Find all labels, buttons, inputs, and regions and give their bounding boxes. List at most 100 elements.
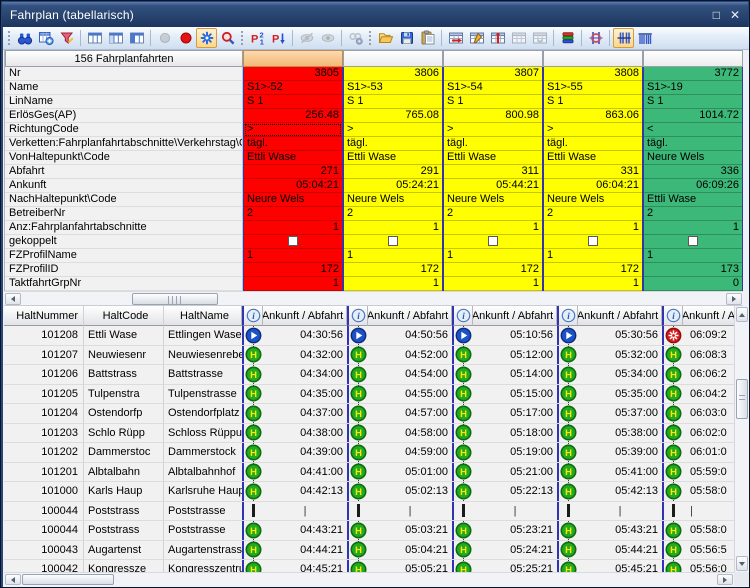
attribute-value-cell[interactable]: 2 <box>244 207 342 221</box>
time-cell[interactable]: 06:01:0 <box>690 446 727 459</box>
attribute-value-cell[interactable]: S 1 <box>344 95 442 109</box>
lower-scroll-down-button[interactable] <box>736 556 748 571</box>
time-cell[interactable]: 04:37:00 <box>300 407 343 420</box>
stop-cell[interactable]: Karlsruhe Hauptba <box>168 485 242 498</box>
time-cell[interactable]: 05:56:0 <box>690 563 727 572</box>
stop-cell[interactable]: Dammerstoc <box>84 443 164 462</box>
attribute-value-cell[interactable]: S1>-52 <box>244 81 342 95</box>
time-cell[interactable]: 05:14:00 <box>510 368 553 381</box>
stop-cell[interactable]: Battstrass <box>84 365 164 384</box>
attribute-value-cell[interactable]: 863.06 <box>544 109 642 123</box>
lower-v-scroll-thumb[interactable] <box>736 379 748 419</box>
toolbar-button-find-binoculars[interactable] <box>14 28 35 48</box>
trip-column-header-selected[interactable] <box>243 50 343 67</box>
attribute-value-cell[interactable]: S 1 <box>644 95 742 109</box>
toolbar-button-eye-slash[interactable] <box>296 28 317 48</box>
stop-cell[interactable]: Karls Haup <box>84 482 164 501</box>
attribute-value-cell[interactable]: Ettli Wase <box>544 151 642 165</box>
attribute-label[interactable]: Nr <box>5 67 243 81</box>
gekoppelt-checkbox[interactable] <box>488 236 498 246</box>
stop-cell[interactable]: 100042 <box>4 560 84 572</box>
toolbar-button-layers-rgb[interactable] <box>557 28 578 48</box>
stop-cell[interactable]: 101204 <box>4 404 84 423</box>
pass-through-time-cell[interactable]: | <box>690 504 693 517</box>
toolbar-button-save-floppy[interactable] <box>396 28 417 48</box>
stop-cell[interactable]: Neuwiesenr <box>84 345 164 364</box>
gekoppelt-checkbox[interactable] <box>288 236 298 246</box>
stop-cell[interactable]: Ettlingen Wasen <box>168 329 242 342</box>
time-cell[interactable]: 05:34:00 <box>615 368 658 381</box>
time-cell[interactable]: 05:17:00 <box>510 407 553 420</box>
attribute-label[interactable]: TaktfahrtGrpNr <box>5 277 243 291</box>
stop-cell[interactable]: 101206 <box>4 365 84 384</box>
trip-column-header[interactable] <box>343 50 443 67</box>
attribute-value-cell[interactable]: 173 <box>644 263 742 277</box>
attribute-value-cell[interactable]: 311 <box>444 165 542 179</box>
attribute-value-cell[interactable]: Ettli Wase <box>344 151 442 165</box>
column-header-ankunft-abfahrt-3[interactable]: Ankunft / Abfahrt <box>473 306 557 326</box>
attribute-value-cell[interactable]: 1 <box>444 277 542 291</box>
attribute-value-cell[interactable]: 172 <box>244 263 342 277</box>
stop-cell[interactable]: Ostendorfp <box>84 404 164 423</box>
attribute-value-cell[interactable] <box>544 235 642 249</box>
time-cell[interactable]: 05:45:21 <box>615 563 658 572</box>
time-cell[interactable]: 04:54:00 <box>405 368 448 381</box>
stop-cell[interactable]: Poststrasse <box>168 504 226 517</box>
column-header-ankunft-abfahrt-2[interactable]: Ankunft / Abfahrt <box>368 306 452 326</box>
attribute-label[interactable]: Verketten:Fahrplanfahrtabschnitte\Verkeh… <box>5 137 243 151</box>
info-icon[interactable]: i <box>452 306 473 326</box>
toolbar-button-timetable-mark[interactable] <box>487 28 508 48</box>
attribute-value-cell[interactable]: 2 <box>344 207 442 221</box>
stop-cell[interactable]: Albtalbahnhof <box>168 465 236 478</box>
toolbar-button-marker-gray-circle[interactable] <box>154 28 175 48</box>
time-cell[interactable]: 05:59:0 <box>690 465 727 478</box>
attribute-value-cell[interactable]: 1 <box>544 221 642 235</box>
attribute-value-cell[interactable]: Neure Wels <box>344 193 442 207</box>
attribute-value-cell[interactable]: 2 <box>544 207 642 221</box>
stop-cell[interactable]: 100044 <box>4 501 84 520</box>
attribute-label[interactable]: Anz:Fahrplanfahrtabschnitte <box>5 221 243 235</box>
column-header-ankunft-abfahrt-1[interactable]: Ankunft / Abfahrt <box>263 306 347 326</box>
info-icon[interactable]: i <box>347 306 368 326</box>
time-cell[interactable]: 05:10:56 <box>510 329 553 342</box>
attribute-value-cell[interactable]: tägl. <box>344 137 442 151</box>
attribute-value-cell[interactable]: 1 <box>244 221 342 235</box>
attribute-value-cell[interactable]: 1 <box>344 221 442 235</box>
stop-cell[interactable]: Ostendorfplatz <box>168 407 240 420</box>
attribute-value-cell[interactable]: 1 <box>244 249 342 263</box>
time-cell[interactable]: 04:38:00 <box>300 426 343 439</box>
column-header-ankunft-abfahrt-4[interactable]: Ankunft / Abfahrt <box>578 306 662 326</box>
toolbar-button-filter-funnel[interactable] <box>56 28 77 48</box>
lower-scroll-right-button[interactable] <box>717 574 733 585</box>
time-cell[interactable]: 04:39:00 <box>300 446 343 459</box>
stop-cell[interactable]: 101203 <box>4 423 84 442</box>
attribute-value-cell[interactable]: Neure Wels <box>544 193 642 207</box>
time-cell[interactable]: 05:58:0 <box>690 485 727 498</box>
attribute-label[interactable]: Name <box>5 81 243 95</box>
stop-cell[interactable]: Poststrasse <box>168 524 226 537</box>
info-icon[interactable]: i <box>242 306 263 326</box>
pass-through-time-cell[interactable]: | <box>408 504 412 517</box>
attribute-value-cell[interactable]: 1 <box>644 221 742 235</box>
attribute-value-cell[interactable]: 256.48 <box>244 109 342 123</box>
time-cell[interactable]: 04:44:21 <box>300 543 343 556</box>
column-header-haltname[interactable]: HaltName <box>164 306 242 326</box>
stop-cell[interactable]: Augartenst <box>84 540 164 559</box>
time-cell[interactable]: 04:52:00 <box>405 348 448 361</box>
time-cell[interactable]: 04:32:00 <box>300 348 343 361</box>
time-cell[interactable]: 04:50:56 <box>405 329 448 342</box>
attribute-value-cell[interactable]: 3807 <box>444 67 542 81</box>
time-cell[interactable]: 05:22:13 <box>510 485 553 498</box>
time-cell[interactable]: 05:44:21 <box>615 543 658 556</box>
time-cell[interactable]: 05:01:00 <box>405 465 448 478</box>
stop-cell[interactable]: 100043 <box>4 540 84 559</box>
attribute-value-cell[interactable]: > <box>544 123 642 137</box>
attribute-label[interactable]: gekoppelt <box>5 235 243 249</box>
attribute-value-cell[interactable]: 1 <box>544 249 642 263</box>
attribute-label[interactable]: NachHaltepunkt\Code <box>5 193 243 207</box>
attribute-label[interactable]: Abfahrt <box>5 165 243 179</box>
pass-through-time-cell[interactable]: | <box>303 504 307 517</box>
upper-h-scrollbar[interactable] <box>4 291 743 306</box>
time-cell[interactable]: 05:02:13 <box>405 485 448 498</box>
pass-through-time-cell[interactable]: | <box>513 504 517 517</box>
